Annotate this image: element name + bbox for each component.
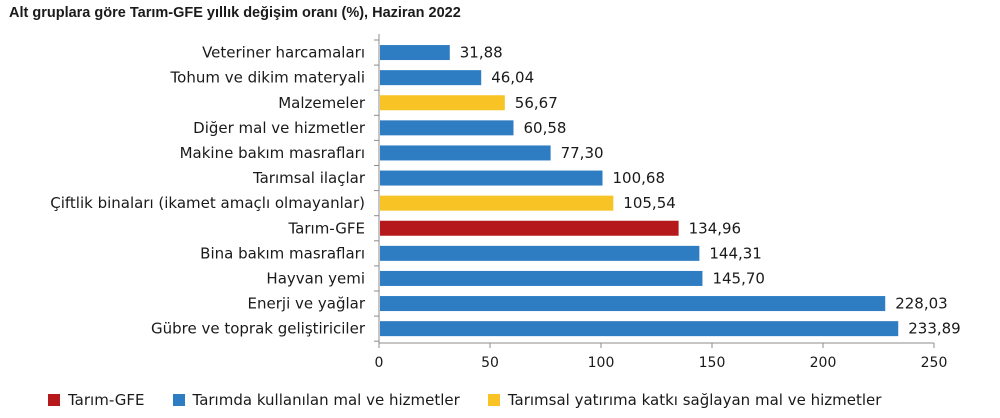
data-label: 134,96 xyxy=(689,219,742,237)
data-label: 145,70 xyxy=(712,269,765,287)
data-label: 228,03 xyxy=(895,295,948,313)
bar xyxy=(380,145,551,161)
legend-label-tarimda-kullanilan: Tarımda kullanılan mal ve hizmetler xyxy=(192,391,460,409)
legend-label-tarimsal-yatirim: Tarımsal yatırıma katkı sağlayan mal ve … xyxy=(507,391,882,409)
category-label: Makine bakım masrafları xyxy=(180,144,365,162)
data-label: 105,54 xyxy=(623,194,676,212)
category-label: Diğer mal ve hizmetler xyxy=(193,119,366,137)
chart-legend: Tarım-GFE Tarımda kullanılan mal ve hizm… xyxy=(48,391,909,409)
data-label: 233,89 xyxy=(908,320,961,338)
bar xyxy=(380,245,700,261)
category-label: Hayvan yemi xyxy=(266,269,365,287)
data-label: 46,04 xyxy=(491,69,534,87)
category-label: Tarım-GFE xyxy=(287,219,365,237)
category-label: Veteriner harcamaları xyxy=(202,44,365,62)
legend-swatch-tarim-gfe xyxy=(48,394,60,406)
x-tick-label: 200 xyxy=(810,355,837,371)
legend-swatch-tarimda-kullanilan xyxy=(172,394,185,406)
x-tick-label: 150 xyxy=(699,355,726,371)
bar xyxy=(380,270,703,286)
legend-item-tarim-gfe: Tarım-GFE xyxy=(48,391,145,409)
legend-swatch-tarimsal-yatirim xyxy=(487,394,500,406)
legend-item-tarimsal-yatirim: Tarımsal yatırıma katkı sağlayan mal ve … xyxy=(487,391,882,409)
bar xyxy=(380,296,886,312)
bar xyxy=(380,45,450,61)
legend-label-tarim-gfe: Tarım-GFE xyxy=(68,391,145,409)
category-label: Malzemeler xyxy=(278,94,366,112)
bar xyxy=(380,95,505,111)
data-label: 77,30 xyxy=(561,144,604,162)
data-label: 144,31 xyxy=(709,244,762,262)
category-label: Bina bakım masrafları xyxy=(200,244,365,262)
category-label: Tohum ve dikim materyali xyxy=(170,69,365,87)
x-tick-label: 0 xyxy=(375,355,384,371)
bar xyxy=(380,70,482,86)
legend-item-tarimda-kullanilan: Tarımda kullanılan mal ve hizmetler xyxy=(172,391,460,409)
bar xyxy=(380,120,514,136)
bar xyxy=(380,195,614,211)
bar xyxy=(380,321,899,337)
data-label: 60,58 xyxy=(523,119,566,137)
data-label: 100,68 xyxy=(613,169,666,187)
category-label: Tarımsal ilaçlar xyxy=(252,169,366,187)
bar xyxy=(380,220,679,236)
bar xyxy=(380,170,603,186)
chart-title: Alt gruplara göre Tarım-GFE yıllık değiş… xyxy=(9,5,461,21)
category-label: Gübre ve toprak geliştiriciler xyxy=(151,320,366,338)
x-tick-label: 100 xyxy=(588,355,615,371)
category-label: Enerji ve yağlar xyxy=(248,295,366,313)
x-tick-label: 50 xyxy=(481,355,499,371)
data-label: 56,67 xyxy=(515,94,558,112)
x-tick-label: 250 xyxy=(921,355,948,371)
data-label: 31,88 xyxy=(460,44,503,62)
category-label: Çiftlik binaları (ikamet amaçlı olmayanl… xyxy=(50,194,365,212)
